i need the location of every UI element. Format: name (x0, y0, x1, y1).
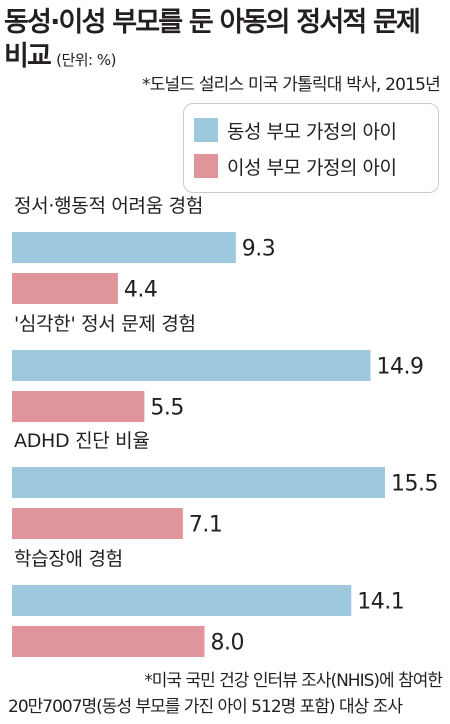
legend-swatch-opposite-sex (194, 154, 218, 178)
bar-learning-disability-same-sex (12, 585, 352, 616)
value-label-emotional-behavioral-opposite-sex: 4.4 (124, 278, 158, 303)
value-label-emotional-behavioral-same-sex: 9.3 (242, 237, 275, 262)
chart-title-text-2: 비교 (4, 41, 52, 72)
legend-item-opposite-sex: 이성 부모 가정의 아이 (194, 152, 397, 180)
legend-item-same-sex: 동성 부모 가정의 아이 (194, 116, 397, 144)
footnote: *미국 국민 건강 인터뷰 조사(NHIS)에 참여한 20만7007명(동성 … (0, 668, 450, 720)
chart-title-text: 동성·이성 부모를 둔 아동의 정서적 문제 (4, 7, 421, 38)
source-note: *도널드 설리스 미국 가톨릭대 박사, 2015년 (142, 75, 441, 95)
bar-emotional-behavioral-opposite-sex (12, 273, 118, 304)
value-label-serious-emotional-opposite-sex: 5.5 (150, 396, 184, 421)
footnote-line-2: 20만7007명(동성 부모를 가진 아이 512명 포함) 대상 조사 (8, 697, 403, 717)
bar-emotional-behavioral-same-sex (12, 232, 236, 263)
legend-label-same-sex: 동성 부모 가정의 아이 (227, 120, 397, 143)
bar-adhd-opposite-sex (12, 508, 183, 539)
legend-swatch-same-sex (194, 118, 218, 142)
category-label-adhd: ADHD 진단 비율 (14, 430, 150, 452)
value-label-learning-disability-same-sex: 14.1 (357, 590, 404, 615)
footnote-line-1: *미국 국민 건강 인터뷰 조사(NHIS)에 참여한 (144, 671, 443, 691)
unit-label: (단위: %) (56, 51, 116, 69)
category-label-learning-disability: 학습장애 경험 (14, 548, 123, 570)
value-label-adhd-same-sex: 15.5 (391, 472, 438, 497)
chart-title: 동성·이성 부모를 둔 아동의 정서적 문제 (4, 0, 421, 39)
bar-serious-emotional-opposite-sex (12, 391, 145, 422)
legend-label-opposite-sex: 이성 부모 가정의 아이 (227, 156, 397, 179)
legend: 동성 부모 가정의 아이 이성 부모 가정의 아이 (183, 103, 439, 193)
bar-serious-emotional-same-sex (12, 350, 371, 381)
value-label-adhd-opposite-sex: 7.1 (189, 513, 223, 538)
category-label-emotional-behavioral: 정서·행동적 어려움 경험 (14, 195, 203, 217)
value-label-serious-emotional-same-sex: 14.9 (377, 355, 424, 380)
bar-adhd-same-sex (12, 467, 385, 498)
category-label-serious-emotional: '심각한' 정서 문제 경험 (14, 313, 196, 335)
bar-learning-disability-opposite-sex (12, 626, 205, 657)
chart-title-line2: 비교 (단위: %) (4, 34, 116, 73)
value-label-learning-disability-opposite-sex: 8.0 (211, 631, 245, 656)
